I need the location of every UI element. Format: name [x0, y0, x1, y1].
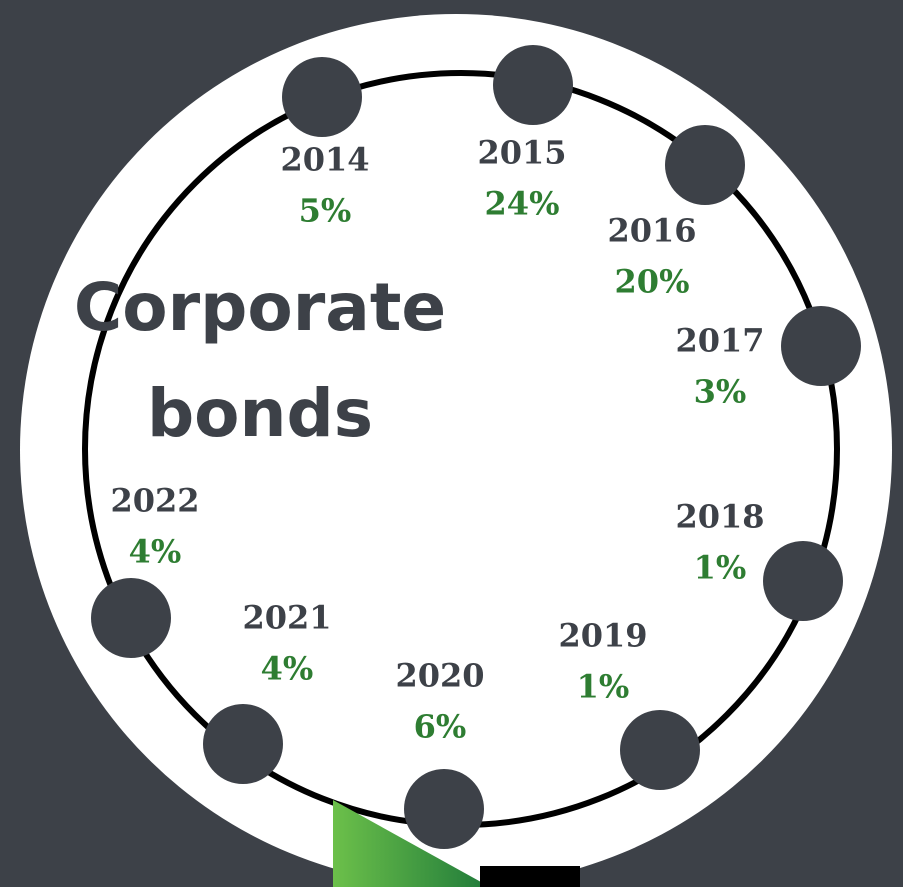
black-bar: [480, 866, 580, 887]
timeline-dot: [665, 125, 745, 205]
year-label: 2016: [607, 212, 696, 250]
year-label: 2019: [558, 617, 647, 655]
share-label: 6%: [414, 708, 467, 746]
share-label: 1%: [577, 668, 630, 706]
timeline-dot: [282, 57, 362, 137]
share-label: 24%: [485, 185, 560, 223]
timeline-dot: [763, 541, 843, 621]
year-label: 2018: [675, 498, 764, 536]
items: 2014 5% 2015 24% 2016 20% 2017 3% 2018 1% 2019 1% 20…: [91, 45, 861, 849]
share-label: 3%: [694, 373, 747, 411]
green-wedge: [333, 800, 490, 887]
year-label: 2017: [675, 322, 764, 360]
white-disc: [20, 14, 892, 886]
year-label: 2020: [395, 657, 484, 695]
share-label: 1%: [694, 549, 747, 587]
share-label: 4%: [261, 650, 314, 688]
share-label: 4%: [129, 533, 182, 571]
year-label: 2022: [110, 482, 199, 520]
year-label: 2014: [280, 141, 369, 179]
year-label: 2021: [242, 599, 331, 637]
share-label: 5%: [299, 192, 352, 230]
share-label: 20%: [615, 263, 690, 301]
timeline-dot: [620, 710, 700, 790]
title-line1: Corporate: [74, 269, 446, 346]
timeline-dot: [404, 769, 484, 849]
timeline-dot: [493, 45, 573, 125]
timeline-dot: [91, 578, 171, 658]
title-line2: bonds: [147, 375, 373, 452]
year-label: 2015: [477, 134, 566, 172]
timeline-dot: [781, 306, 861, 386]
timeline-dot: [203, 704, 283, 784]
